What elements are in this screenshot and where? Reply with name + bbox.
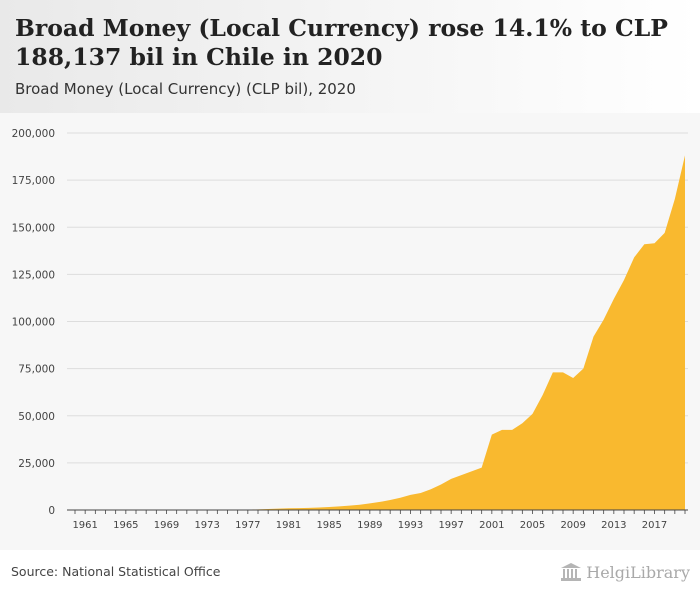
x-tick-label: 1961 — [72, 520, 97, 531]
y-tick-label: 200,000 — [12, 128, 55, 140]
source-note: Source: National Statistical Office — [11, 564, 221, 579]
x-tick-label: 2005 — [520, 520, 545, 531]
x-tick-label: 1969 — [154, 520, 179, 531]
x-tick-label: 2017 — [642, 520, 667, 531]
header-band: Broad Money (Local Currency) rose 14.1% … — [0, 0, 700, 113]
x-tick-label: 1973 — [194, 520, 219, 531]
logo-text: HelgiLibrary — [586, 562, 690, 582]
library-building-icon — [561, 563, 582, 581]
x-tick-label: 1981 — [276, 520, 301, 531]
gridlines — [67, 132, 688, 464]
x-tick-label: 1993 — [398, 520, 423, 531]
x-tick-label: 1977 — [235, 520, 260, 531]
area-chart: 0 25,000 50,000 75,000 100,000 125,000 150,000… — [12, 128, 688, 531]
x-tick-label: 1985 — [316, 520, 341, 531]
x-tick-label: 2013 — [601, 520, 626, 531]
area-series — [75, 155, 685, 510]
y-tick-label: 75,000 — [18, 364, 55, 376]
chart-title: Broad Money (Local Currency) rose 14.1% … — [15, 14, 668, 71]
x-tick-label: 1997 — [438, 520, 463, 531]
y-tick-label: 100,000 — [12, 317, 55, 329]
y-tick-label: 175,000 — [12, 175, 55, 187]
x-tick-label: 1965 — [113, 520, 138, 531]
y-tick-label: 150,000 — [12, 222, 55, 234]
y-tick-label: 50,000 — [18, 411, 55, 423]
y-tick-label: 0 — [48, 505, 55, 517]
axes: 0 25,000 50,000 75,000 100,000 125,000 150,000… — [12, 128, 688, 531]
area-fill — [75, 155, 685, 510]
x-tick-label: 2009 — [560, 520, 585, 531]
chart-subtitle: Broad Money (Local Currency) (CLP bil), … — [15, 80, 356, 98]
y-tick-label: 125,000 — [12, 269, 55, 281]
helgi-library-logo: HelgiLibrary — [560, 560, 690, 584]
x-tick-label: 2001 — [479, 520, 504, 531]
y-tick-label: 25,000 — [18, 458, 55, 470]
x-tick-label: 1989 — [357, 520, 382, 531]
